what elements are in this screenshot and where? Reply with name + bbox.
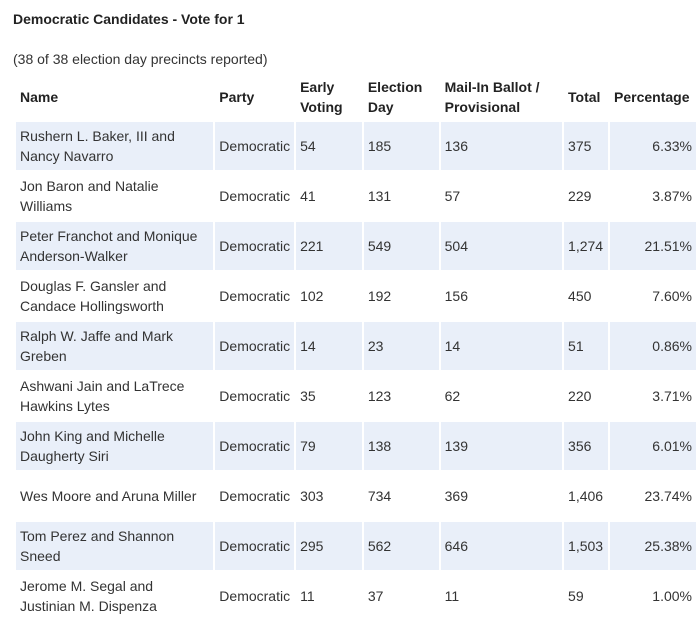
table-row: Ashwani Jain and LaTrece Hawkins Lytes D… [16,372,696,420]
table-row: Peter Franchot and Monique Anderson-Walk… [16,222,696,270]
column-header-percentage: Percentage [614,89,690,105]
total-count: 229 [564,172,609,220]
early-voting-count: 35 [296,372,362,420]
candidate-name: Ashwani Jain and LaTrece Hawkins Lytes [16,372,214,420]
table-row: Ralph W. Jaffe and Mark Greben Democrati… [16,322,696,370]
results-table-body: Rushern L. Baker, III and Nancy Navarro … [16,122,696,620]
election-day-count: 562 [363,522,439,570]
election-day-count: 192 [363,272,439,320]
total-count: 356 [564,422,609,470]
candidate-name: Peter Franchot and Monique Anderson-Walk… [16,222,214,270]
vote-percentage: 1.00% [610,572,696,620]
candidate-party: Democratic [215,472,295,520]
column-header-party: Party [219,89,255,105]
table-row: Wes Moore and Aruna Miller Democratic 30… [16,472,696,520]
table-row: John King and Michelle Daugherty Siri De… [16,422,696,470]
early-voting-count: 14 [296,322,362,370]
mail-in-count: 369 [440,472,563,520]
vote-percentage: 25.38% [610,522,696,570]
candidate-name: Ralph W. Jaffe and Mark Greben [16,322,214,370]
candidate-party: Democratic [215,222,295,270]
table-row: Jerome M. Segal and Justinian M. Dispenz… [16,572,696,620]
table-row: Douglas F. Gansler and Candace Hollingsw… [16,272,696,320]
vote-percentage: 6.01% [610,422,696,470]
results-table-header: Name Party Early Voting Election Day Mai… [16,74,696,120]
mail-in-count: 62 [440,372,563,420]
candidate-name: Rushern L. Baker, III and Nancy Navarro [16,122,214,170]
column-header-election-day: Election Day [367,79,423,115]
vote-percentage: 23.74% [610,472,696,520]
mail-in-count: 14 [440,322,563,370]
candidate-party: Democratic [215,372,295,420]
early-voting-count: 11 [296,572,362,620]
table-row: Rushern L. Baker, III and Nancy Navarro … [16,122,696,170]
election-day-count: 123 [363,372,439,420]
candidate-party: Democratic [215,322,295,370]
mail-in-count: 646 [440,522,563,570]
election-day-count: 131 [363,172,439,220]
election-day-count: 138 [363,422,439,470]
early-voting-count: 303 [296,472,362,520]
candidate-party: Democratic [215,422,295,470]
vote-percentage: 0.86% [610,322,696,370]
early-voting-count: 41 [296,172,362,220]
mail-in-count: 156 [440,272,563,320]
candidate-party: Democratic [215,572,295,620]
candidate-party: Democratic [215,172,295,220]
total-count: 1,274 [564,222,609,270]
candidate-name: Douglas F. Gansler and Candace Hollingsw… [16,272,214,320]
election-day-count: 23 [363,322,439,370]
candidate-party: Democratic [215,272,295,320]
total-count: 450 [564,272,609,320]
candidate-party: Democratic [215,522,295,570]
results-table: Name Party Early Voting Election Day Mai… [14,72,698,622]
mail-in-count: 136 [440,122,563,170]
early-voting-count: 102 [296,272,362,320]
column-header-name: Name [20,89,59,105]
election-day-count: 734 [363,472,439,520]
column-header-total: Total [568,89,601,105]
early-voting-count: 295 [296,522,362,570]
total-count: 51 [564,322,609,370]
candidate-name: Jerome M. Segal and Justinian M. Dispenz… [16,572,214,620]
vote-percentage: 21.51% [610,222,696,270]
early-voting-count: 79 [296,422,362,470]
vote-percentage: 3.87% [610,172,696,220]
candidate-name: Jon Baron and Natalie Williams [16,172,214,220]
header-row: Name Party Early Voting Election Day Mai… [16,74,696,120]
contest-title: Democratic Candidates - Vote for 1 [13,11,245,27]
vote-percentage: 6.33% [610,122,696,170]
table-row: Tom Perez and Shannon Sneed Democratic 2… [16,522,696,570]
precincts-reported-note: (38 of 38 election day precincts reporte… [13,51,268,67]
candidate-party: Democratic [215,122,295,170]
mail-in-count: 57 [440,172,563,220]
total-count: 1,406 [564,472,609,520]
election-day-count: 185 [363,122,439,170]
early-voting-count: 54 [296,122,362,170]
mail-in-count: 139 [440,422,563,470]
table-row: Jon Baron and Natalie Williams Democrati… [16,172,696,220]
column-header-early-voting: Early Voting [300,79,343,115]
total-count: 220 [564,372,609,420]
election-day-count: 37 [363,572,439,620]
total-count: 59 [564,572,609,620]
mail-in-count: 504 [440,222,563,270]
total-count: 375 [564,122,609,170]
candidate-name: Wes Moore and Aruna Miller [16,472,214,520]
total-count: 1,503 [564,522,609,570]
candidate-name: John King and Michelle Daugherty Siri [16,422,214,470]
election-day-count: 549 [363,222,439,270]
mail-in-count: 11 [440,572,563,620]
vote-percentage: 3.71% [610,372,696,420]
vote-percentage: 7.60% [610,272,696,320]
column-header-mail-in: Mail-In Ballot / Provisional [444,79,540,115]
early-voting-count: 221 [296,222,362,270]
candidate-name: Tom Perez and Shannon Sneed [16,522,214,570]
